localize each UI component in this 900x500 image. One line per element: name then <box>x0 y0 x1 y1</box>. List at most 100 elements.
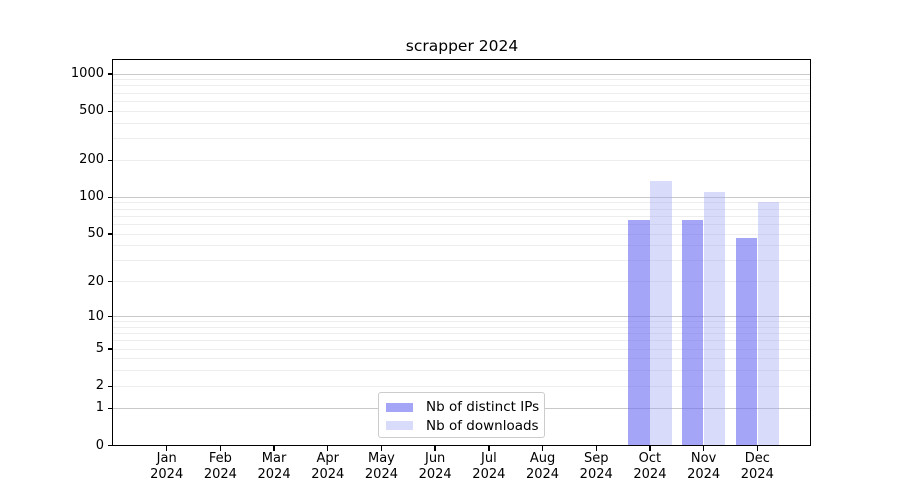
y-tick-label: 2 <box>95 378 104 394</box>
x-tick-label: Mar 2024 <box>242 451 306 482</box>
gridline-minor <box>113 385 810 387</box>
gridline-minor <box>113 333 810 335</box>
x-tick-year: 2024 <box>150 466 184 482</box>
x-tick-year: 2024 <box>418 466 452 482</box>
gridline-minor <box>113 138 810 140</box>
legend-label-distinct-ips: Nb of distinct IPs <box>426 399 540 416</box>
gridline-major <box>113 73 810 75</box>
gridline-minor <box>113 202 810 204</box>
x-tick-month: May <box>368 451 395 466</box>
x-tick-label: Dec 2024 <box>725 451 789 482</box>
legend: Nb of distinct IPs Nb of downloads <box>378 392 545 438</box>
x-tick-mark <box>219 446 222 451</box>
x-tick-year: 2024 <box>364 466 398 482</box>
y-tick-mark <box>108 407 113 409</box>
x-tick-year: 2024 <box>687 466 721 482</box>
gridline-minor <box>113 281 810 283</box>
y-tick-label: 100 <box>79 189 104 205</box>
x-tick-month: Dec <box>744 451 770 466</box>
x-tick-mark <box>488 446 490 451</box>
gridline-major <box>113 316 810 318</box>
y-tick-mark <box>108 196 113 199</box>
gridline-minor <box>113 92 810 94</box>
legend-entry-downloads: Nb of downloads <box>386 417 539 436</box>
y-tick-mark <box>108 233 113 235</box>
x-tick-year: 2024 <box>633 466 667 482</box>
x-tick-label: Nov 2024 <box>672 451 736 482</box>
gridline-minor <box>113 370 810 372</box>
gridline-minor <box>113 159 810 161</box>
bar-downloads-nov-2024 <box>704 192 726 446</box>
gridline-minor <box>113 100 810 102</box>
x-tick-month: Jul <box>481 451 497 466</box>
bar-downloads-dec-2024 <box>757 201 779 446</box>
x-tick-label: Apr 2024 <box>296 451 360 482</box>
gridline-minor <box>113 85 810 87</box>
y-tick-label: 0 <box>95 437 104 453</box>
gridline-minor <box>113 321 810 323</box>
y-tick-mark <box>108 159 113 162</box>
x-tick-mark <box>756 446 758 451</box>
legend-label-downloads: Nb of downloads <box>426 417 539 434</box>
bar-downloads-oct-2024 <box>650 181 672 446</box>
x-tick-month: Jan <box>156 451 177 466</box>
gridline-minor <box>113 122 810 124</box>
x-tick-label: Sep 2024 <box>564 451 628 482</box>
gridline-minor <box>113 208 810 210</box>
chart-title: scrapper 2024 <box>405 37 519 55</box>
x-tick-label: Jun 2024 <box>403 451 467 482</box>
x-tick-label: Aug 2024 <box>511 451 575 482</box>
x-tick-label: May 2024 <box>349 451 413 482</box>
x-tick-mark <box>165 446 168 451</box>
legend-swatch-downloads <box>386 421 413 431</box>
x-tick-year: 2024 <box>525 466 560 482</box>
gridline-major <box>113 196 810 198</box>
x-tick-mark <box>541 446 544 451</box>
y-tick-mark <box>108 110 113 112</box>
x-tick-mark <box>273 446 275 451</box>
x-tick-label: Jul 2024 <box>457 451 521 482</box>
x-tick-mark <box>434 446 436 451</box>
gridline-minor <box>113 358 810 360</box>
y-tick-label: 5 <box>95 341 104 357</box>
x-tick-month: Apr <box>316 451 340 466</box>
bar-distinct-ips-dec-2024 <box>735 238 757 446</box>
y-tick-label: 500 <box>79 103 104 119</box>
x-tick-year: 2024 <box>203 466 237 482</box>
x-tick-mark <box>702 446 705 451</box>
x-tick-month: Sep <box>583 451 609 466</box>
x-tick-year: 2024 <box>311 466 345 482</box>
x-tick-year: 2024 <box>472 466 506 482</box>
y-tick-label: 1000 <box>70 66 104 81</box>
y-tick-label: 10 <box>87 308 104 324</box>
gridline-minor <box>113 215 810 217</box>
x-tick-month: Jun <box>424 451 446 466</box>
gridline-minor <box>113 233 810 235</box>
y-tick-label: 1 <box>95 400 104 416</box>
gridline-minor <box>113 223 810 225</box>
gridline-minor <box>113 245 810 247</box>
gridline-minor <box>113 79 810 81</box>
y-tick-mark <box>108 73 113 75</box>
x-tick-month: Oct <box>638 451 662 466</box>
x-tick-label: Jan 2024 <box>135 451 199 482</box>
y-tick-label: 50 <box>87 226 104 242</box>
x-tick-label: Oct 2024 <box>618 451 682 482</box>
x-tick-mark <box>595 446 597 451</box>
gridline-minor <box>113 110 810 112</box>
x-tick-month: Feb <box>208 451 232 466</box>
x-tick-mark <box>327 446 329 451</box>
gridline-minor <box>113 348 810 350</box>
legend-swatch-distinct-ips <box>386 402 413 412</box>
x-tick-year: 2024 <box>579 466 613 482</box>
x-tick-month: Nov <box>690 451 717 466</box>
gridline-minor <box>113 326 810 328</box>
y-tick-mark <box>108 315 113 318</box>
x-tick-month: Aug <box>529 451 556 466</box>
gridline-minor <box>113 340 810 342</box>
bar-distinct-ips-nov-2024 <box>682 220 704 446</box>
x-tick-label: Feb 2024 <box>188 451 252 482</box>
gridline-minor <box>113 260 810 262</box>
y-tick-mark <box>108 281 113 283</box>
